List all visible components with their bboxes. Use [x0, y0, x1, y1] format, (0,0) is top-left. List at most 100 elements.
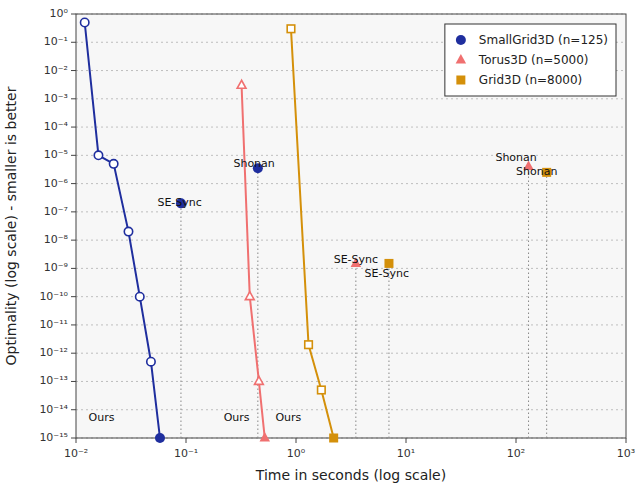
y-tick — [71, 353, 76, 354]
x-tick-label: 10¹ — [397, 447, 415, 460]
legend-label: SmallGrid3D (n=125) — [479, 33, 608, 47]
y-tick-label: 10⁻¹² — [39, 346, 68, 359]
y-tick — [71, 438, 76, 439]
series-point — [329, 434, 338, 443]
x-tick — [186, 438, 187, 443]
series-point — [94, 151, 102, 159]
series-point — [287, 25, 295, 33]
y-tick-label: 10⁻⁶ — [44, 177, 69, 190]
annotation: Ours — [275, 411, 301, 424]
x-tick-label: 10³ — [617, 447, 635, 460]
x-axis-label: Time in seconds (log scale) — [255, 467, 446, 483]
series-point — [147, 358, 155, 366]
axes: 10⁻¹⁵ 10⁻¹⁴ 10⁻¹³ 10⁻¹² 10⁻¹¹ 10⁻¹⁰ 10⁻⁹ 10⁻⁸ 10… — [3, 7, 635, 483]
y-grid-line — [76, 155, 626, 156]
y-tick-label: 10⁻¹³ — [39, 374, 68, 387]
y-grid-line — [76, 381, 626, 382]
y-grid-line — [76, 240, 626, 241]
y-tick-label: 10⁻² — [44, 64, 68, 77]
series-line — [242, 85, 265, 438]
legend-item: Torus3D (n=5000) — [456, 53, 589, 67]
legend-item: SmallGrid3D (n=125) — [456, 33, 608, 47]
y-tick — [71, 409, 76, 410]
series-point — [81, 18, 89, 26]
plot-area — [76, 14, 626, 438]
y-tick — [71, 127, 76, 128]
annotation: Shonan — [516, 165, 557, 178]
annotation: SE-Sync — [157, 196, 201, 209]
y-grid-line — [76, 324, 626, 325]
series-point — [237, 80, 246, 88]
series-line — [291, 29, 334, 438]
annotation: Ours — [224, 411, 250, 424]
annotation: Shonan — [495, 151, 536, 164]
y-tick — [71, 296, 76, 297]
y-tick-label: 10⁻¹¹ — [39, 318, 68, 331]
annotations: Ours SE-Sync Shonan Ours SE-Sync Shonan Ours SE… — [89, 151, 558, 424]
x-tick-label: 10² — [507, 447, 525, 460]
chart-svg: 10⁻¹⁵ 10⁻¹⁴ 10⁻¹³ 10⁻¹² 10⁻¹¹ 10⁻¹⁰ 10⁻⁹ 10⁻⁸ 10… — [0, 0, 640, 492]
legend-symbol — [456, 35, 466, 45]
series-point — [254, 376, 263, 384]
series-point — [136, 292, 144, 300]
y-tick — [71, 42, 76, 43]
y-tick-label: 10⁰ — [50, 7, 69, 20]
series-point — [109, 160, 117, 168]
x-tick-label: 10⁰ — [287, 447, 306, 460]
legend-item: Grid3D (n=8000) — [456, 73, 582, 87]
series-point — [318, 386, 326, 394]
y-grid-line — [76, 127, 626, 128]
drop-line — [180, 203, 181, 438]
series-point — [155, 433, 165, 443]
annotation: SE-Sync — [334, 253, 378, 266]
x-tick — [76, 438, 77, 443]
y-grid-line — [76, 409, 626, 410]
annotation: SE-Sync — [365, 267, 409, 280]
x-tick — [516, 438, 517, 443]
drop-line — [546, 172, 547, 438]
y-tick-label: 10⁻¹ — [44, 35, 68, 48]
annotation: Ours — [89, 411, 115, 424]
chart-container: 10⁻¹⁵ 10⁻¹⁴ 10⁻¹³ 10⁻¹² 10⁻¹¹ 10⁻¹⁰ 10⁻⁹ 10⁻⁸ 10… — [0, 0, 640, 492]
y-tick — [71, 183, 76, 184]
y-grid-line — [76, 211, 626, 212]
y-tick-label: 10⁻⁵ — [44, 148, 68, 161]
x-tick — [626, 438, 627, 443]
y-grid-line — [76, 183, 626, 184]
legend: SmallGrid3D (n=125) Torus3D (n=5000) Grid3… — [445, 24, 616, 96]
legend-label: Torus3D (n=5000) — [478, 53, 589, 67]
y-tick-label: 10⁻⁸ — [44, 233, 69, 246]
y-tick — [71, 98, 76, 99]
plot-frame — [76, 14, 626, 438]
drop-line — [528, 167, 529, 438]
y-tick — [71, 324, 76, 325]
series-point — [260, 432, 271, 442]
y-grid-line — [76, 98, 626, 99]
legend-label: Grid3D (n=8000) — [479, 73, 582, 87]
x-tick-label: 10⁻² — [64, 447, 88, 460]
y-grid-line — [76, 296, 626, 297]
y-tick-label: 10⁻⁴ — [44, 120, 69, 133]
legend-symbol — [456, 54, 467, 64]
y-tick-label: 10⁻⁹ — [44, 261, 68, 274]
annotation: Shonan — [233, 157, 274, 170]
drop-line — [257, 168, 258, 438]
drop-line — [355, 263, 356, 438]
y-tick-label: 10⁻⁷ — [44, 205, 68, 218]
y-tick-label: 10⁻¹⁵ — [39, 431, 68, 444]
y-grid-line — [76, 268, 626, 269]
y-tick-label: 10⁻¹⁴ — [39, 403, 68, 416]
y-tick — [71, 70, 76, 71]
y-tick — [71, 381, 76, 382]
y-tick — [71, 211, 76, 212]
series-point — [124, 227, 132, 235]
x-tick-label: 10⁻¹ — [174, 447, 198, 460]
y-tick — [71, 240, 76, 241]
series-point — [245, 292, 254, 300]
y-tick-label: 10⁻¹⁰ — [39, 290, 68, 303]
legend-symbol — [456, 76, 465, 85]
y-axis-label: Optimality (log scale) - smaller is bett… — [3, 86, 19, 365]
legend-frame — [445, 24, 616, 96]
y-tick-label: 10⁻³ — [44, 92, 68, 105]
drop-line — [388, 263, 389, 438]
